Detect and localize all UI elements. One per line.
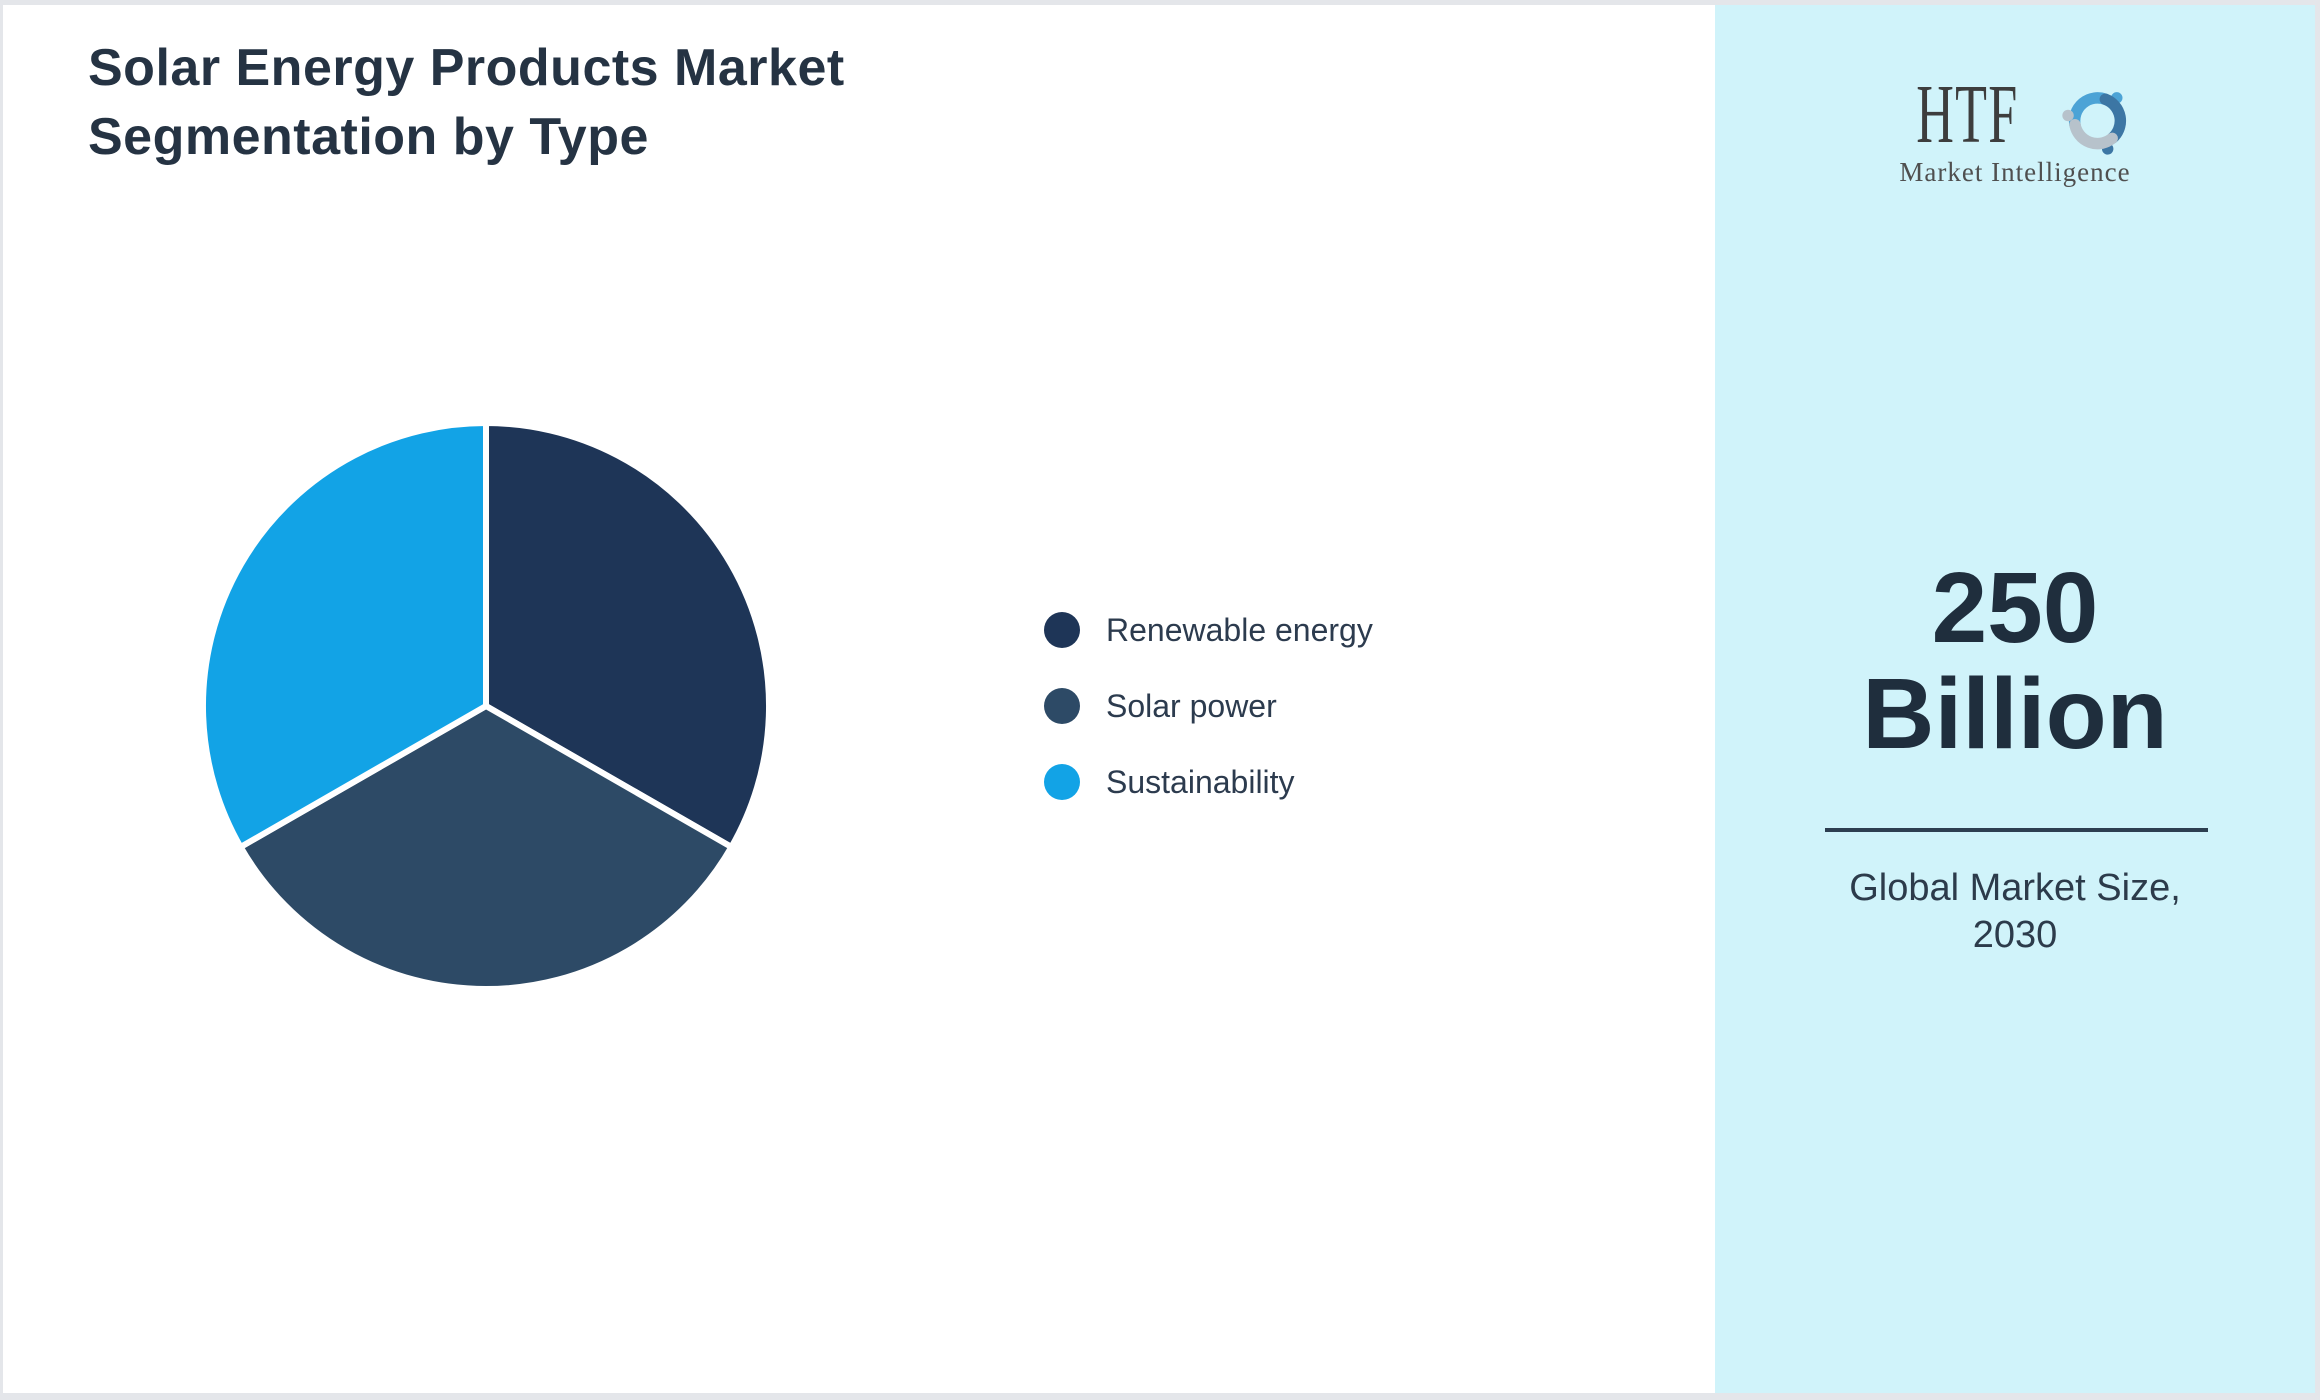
market-size-number: 250: [1931, 552, 2099, 664]
htf-logo: HTF Market Intelligence: [1715, 73, 2315, 188]
market-size-label-line1: Global Market Size,: [1849, 867, 2181, 909]
stat-divider: [1825, 828, 2208, 832]
legend-item: Renewable energy: [1044, 612, 1373, 648]
market-size-unit: Billion: [1862, 658, 2168, 770]
page-title-line2: Segmentation by Type: [88, 108, 649, 166]
htf-logo-subtext: Market Intelligence: [1899, 157, 2131, 187]
market-size-label: Global Market Size, 2030: [1715, 865, 2315, 959]
sidebar: HTF Market Intelligence: [1715, 5, 2315, 1393]
pie-chart: [199, 420, 773, 992]
pie-slice-2: [199, 420, 489, 850]
pie-slice-0: [483, 420, 773, 850]
htf-logo-text: HTF: [1916, 68, 2019, 161]
chart-legend: Renewable energy Solar power Sustainabil…: [1044, 612, 1373, 840]
page-frame-right: [2315, 0, 2320, 1400]
page-frame-bottom: [0, 1393, 2320, 1400]
page-title: Solar Energy Products Market Segmentatio…: [88, 34, 845, 172]
legend-label: Sustainability: [1106, 763, 1295, 800]
legend-label: Renewable energy: [1106, 611, 1373, 648]
page-title-line1: Solar Energy Products Market: [88, 39, 845, 97]
legend-dot: [1044, 612, 1080, 648]
legend-item: Sustainability: [1044, 764, 1373, 800]
dolphin-shape: [2062, 109, 2118, 150]
pie-chart-container: [196, 416, 776, 996]
dolphin-swirl-icon: [2062, 92, 2126, 155]
page-frame-left: [0, 0, 3, 1400]
market-size-label-line2: 2030: [1972, 914, 2058, 956]
legend-label: Solar power: [1106, 687, 1277, 724]
market-size-value: 250 Billion: [1715, 555, 2315, 767]
legend-dot: [1044, 764, 1080, 800]
page-frame-top: [0, 0, 2320, 5]
legend-dot: [1044, 688, 1080, 724]
legend-item: Solar power: [1044, 688, 1373, 724]
